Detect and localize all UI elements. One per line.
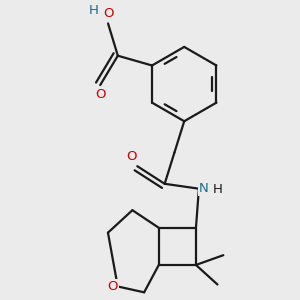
Text: H: H [88, 4, 98, 17]
Text: O: O [108, 280, 118, 293]
Text: N: N [199, 182, 209, 195]
Text: O: O [103, 7, 113, 20]
Text: O: O [126, 150, 137, 163]
Text: O: O [95, 88, 106, 101]
Text: H: H [212, 183, 222, 196]
